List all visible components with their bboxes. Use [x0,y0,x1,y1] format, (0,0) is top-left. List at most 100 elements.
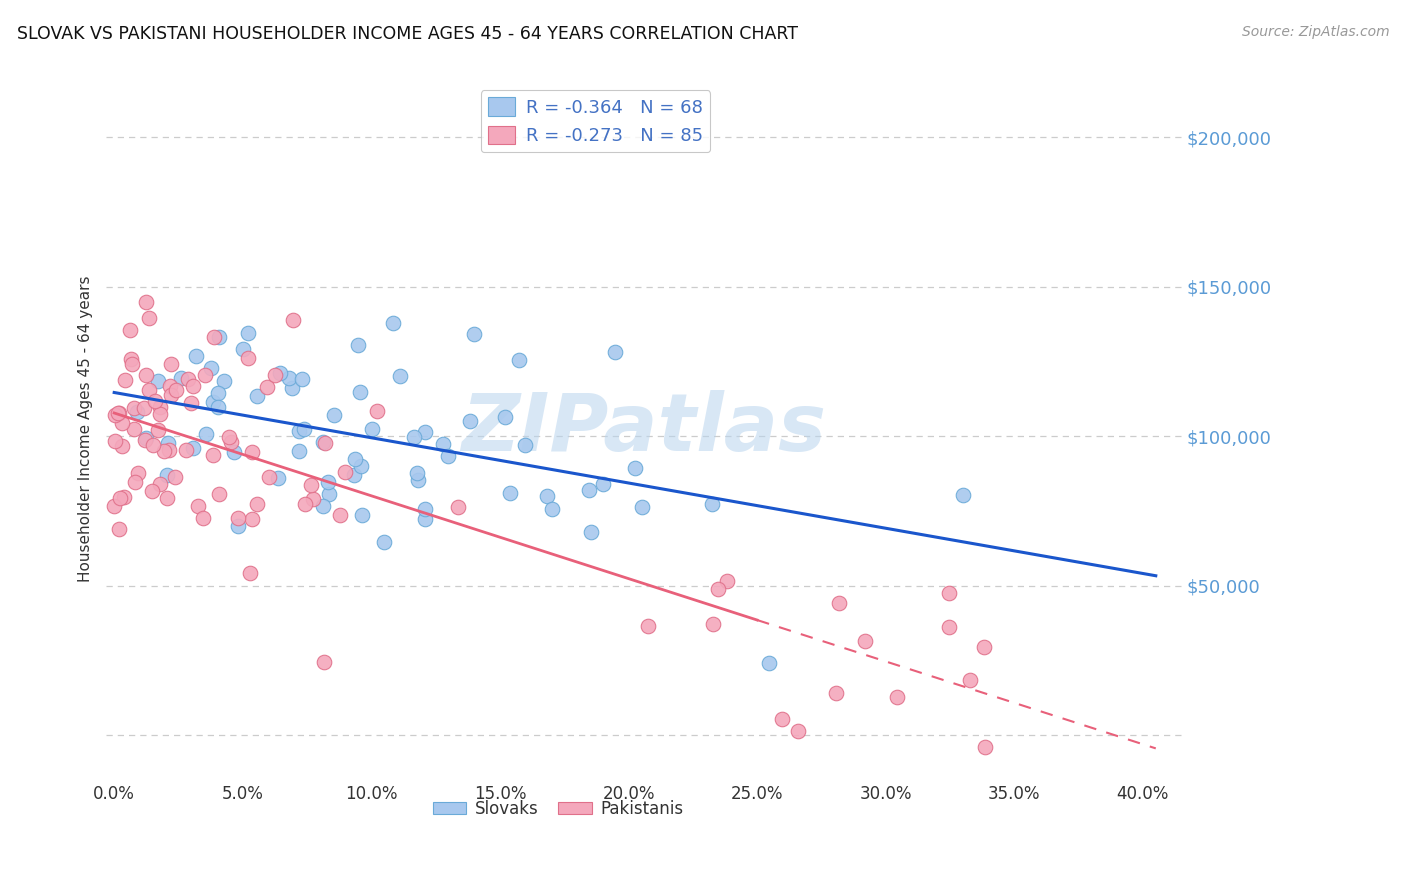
Point [107,406,129,420]
Point [637,619,659,633]
Point [156,491,179,505]
Point [232,343,254,357]
Point [156,435,179,450]
Point [513,438,536,452]
Point [111,416,134,430]
Point [347,338,370,352]
Point [121,357,143,371]
Point [169,370,191,384]
Point [343,468,366,483]
Point [107,406,129,420]
Point [212,374,235,388]
Point [311,499,333,513]
Point [236,326,259,340]
Point [458,414,481,428]
Point [124,475,146,490]
Point [952,488,974,502]
Text: SLOVAK VS PAKISTANI HOUSEHOLDER INCOME AGES 45 - 64 YEARS CORRELATION CHART: SLOVAK VS PAKISTANI HOUSEHOLDER INCOME A… [17,25,797,43]
Point [536,490,558,504]
Point [208,487,231,501]
Point [240,512,263,526]
Point [202,330,225,344]
Point [149,400,172,414]
Point [938,586,960,600]
Point [350,508,373,523]
Point [447,500,470,515]
Point [138,311,160,326]
Point [104,408,127,422]
Point [118,323,141,337]
Point [219,434,242,449]
Point [114,373,136,387]
Point [132,401,155,415]
Point [122,401,145,415]
Point [294,497,316,511]
Point [208,330,231,344]
Point [202,395,225,409]
Point [187,499,209,513]
Point [288,443,311,458]
Point [432,437,454,451]
Point [382,316,405,330]
Point [959,673,981,687]
Point [267,470,290,484]
Point [402,430,425,444]
Point [758,656,780,670]
Point [366,404,388,418]
Point [288,425,311,439]
Point [141,484,163,499]
Point [143,393,166,408]
Point [291,372,314,386]
Point [122,422,145,436]
Point [886,690,908,704]
Point [127,405,149,419]
Point [207,401,229,415]
Point [194,368,217,383]
Point [226,519,249,533]
Point [201,449,224,463]
Point [311,434,333,449]
Point [224,444,246,458]
Point [624,460,647,475]
Point [702,617,724,632]
Point [226,511,249,525]
Point [152,443,174,458]
Point [389,369,412,384]
Point [314,655,336,669]
Point [195,426,218,441]
Point [159,379,181,393]
Point [406,466,429,480]
Point [127,467,149,481]
Point [108,491,131,506]
Point [138,383,160,397]
Legend: Slovaks, Pakistanis: Slovaks, Pakistanis [426,793,690,825]
Point [499,485,522,500]
Point [716,574,738,588]
Point [361,422,384,436]
Point [149,407,172,421]
Point [973,640,995,655]
Point [437,450,460,464]
Point [135,431,157,445]
Point [828,596,851,610]
Point [329,508,352,522]
Point [707,582,730,597]
Point [165,383,187,397]
Point [165,470,187,484]
Point [824,686,846,700]
Point [463,327,485,342]
Point [181,379,204,393]
Point [592,476,614,491]
Point [120,351,142,366]
Point [770,712,793,726]
Point [406,473,429,487]
Point [245,389,267,403]
Point [218,430,240,444]
Point [134,433,156,447]
Point [281,381,304,395]
Point [181,442,204,456]
Point [786,724,808,739]
Point [142,438,165,452]
Point [180,395,202,409]
Point [236,351,259,365]
